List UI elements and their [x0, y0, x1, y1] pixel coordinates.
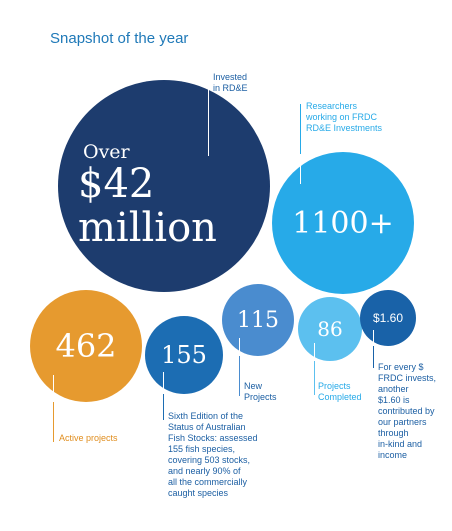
- investment-value: $42: [78, 161, 155, 207]
- completed-projects-bubble: 86: [298, 297, 362, 361]
- active-projects-label: Active projects: [59, 433, 118, 443]
- partners-value: $1.60: [372, 311, 404, 325]
- completed-leader-line: [314, 361, 315, 395]
- active-leader-line-inner: [53, 375, 54, 402]
- new-projects-value: 115: [237, 307, 279, 333]
- page-title: Snapshot of the year: [50, 30, 189, 47]
- researchers-leader-line: [300, 104, 301, 184]
- fish-stocks-label: Sixth Edition of the Status of Australia…: [168, 411, 258, 498]
- fish-leader-line: [163, 394, 164, 420]
- partners-bubble: $1.60: [360, 290, 416, 346]
- new-projects-bubble: 115: [222, 284, 294, 356]
- completed-leader-line-inner: [314, 343, 315, 361]
- completed-projects-value: 86: [317, 317, 343, 341]
- fish-stocks-value: 155: [161, 341, 207, 369]
- researchers-label: Researchers working on FRDC RD&E Investm…: [306, 101, 383, 133]
- active-projects-value: 462: [55, 327, 117, 365]
- fish-leader-line-inner: [163, 372, 164, 394]
- researchers-value: 1100+: [292, 205, 394, 241]
- partners-leader-line: [373, 346, 374, 368]
- active-leader-line: [53, 402, 54, 442]
- investment-unit: million: [78, 205, 217, 251]
- investment-bubble: Over $42 million: [58, 80, 270, 292]
- new-projects-leader-line-inner: [239, 338, 240, 356]
- fish-stocks-bubble: 155: [145, 316, 223, 394]
- completed-projects-label: Projects Completed: [318, 381, 362, 402]
- investment-leader-line: [208, 82, 209, 156]
- researchers-leader-line-inner: [300, 154, 301, 184]
- new-projects-leader-line: [239, 356, 240, 396]
- active-projects-bubble: 462: [30, 290, 142, 402]
- investment-prefix: Over: [83, 141, 130, 163]
- investment-label: Invested in RD&E: [213, 72, 248, 93]
- partners-leader-line-inner: [373, 330, 374, 346]
- new-projects-label: New Projects: [244, 381, 277, 402]
- researchers-bubble: 1100+: [272, 152, 414, 294]
- partners-label: For every $ FRDC invests, another $1.60 …: [378, 362, 437, 460]
